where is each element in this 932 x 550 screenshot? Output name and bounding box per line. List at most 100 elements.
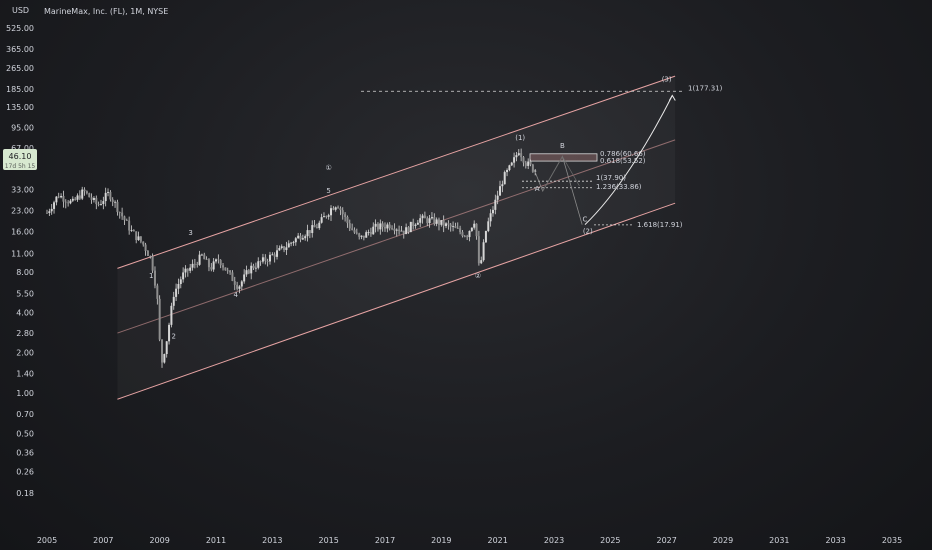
candle-body: [254, 267, 257, 269]
y-tick-label: 5.50: [16, 290, 34, 299]
candle-body: [273, 254, 276, 257]
candle-body: [189, 267, 192, 271]
y-axis[interactable]: 525.00 365.00 265.00 185.00 135.00 95.00 67.00…: [6, 24, 34, 498]
candle-body: [491, 209, 494, 214]
candle-body: [428, 218, 431, 224]
wave-label: 3: [188, 229, 192, 237]
y-tick-label: 365.00: [6, 45, 34, 54]
wave-label: 4: [233, 291, 238, 299]
candle-body: [55, 196, 58, 203]
candle-body: [308, 230, 311, 234]
candle-body: [74, 198, 77, 200]
candle-body: [109, 191, 112, 200]
candle-body: [48, 211, 51, 213]
candle-body: [353, 229, 356, 233]
candle-body: [287, 243, 290, 248]
candle-body: [442, 220, 445, 227]
candle-body: [107, 191, 110, 193]
candle-body: [116, 201, 119, 213]
candle-body: [393, 228, 396, 231]
fib-label: 1(177.31): [688, 84, 723, 92]
x-tick-label: 2021: [487, 536, 507, 545]
x-tick-label: 2017: [375, 536, 395, 545]
candle-body: [257, 261, 260, 268]
candle-body: [315, 227, 318, 229]
abc-alt-path: [542, 155, 580, 192]
x-tick-label: 2029: [713, 536, 733, 545]
candle-body: [407, 227, 410, 233]
y-tick-label: 265.00: [6, 64, 34, 73]
candle-body: [482, 242, 485, 261]
candle-body: [524, 162, 527, 166]
candle-body: [69, 200, 72, 204]
y-tick-label: 0.50: [16, 429, 34, 438]
candle-body: [285, 247, 288, 251]
candle-body: [348, 223, 351, 229]
candle-body: [271, 254, 274, 256]
candle-body: [341, 210, 344, 215]
candle-body: [200, 254, 203, 256]
y-tick-label: 23.00: [11, 206, 34, 215]
candle-body: [463, 235, 466, 237]
candle-body: [320, 217, 323, 223]
x-tick-label: 2027: [656, 536, 676, 545]
x-tick-label: 2005: [37, 536, 57, 545]
x-axis[interactable]: 2005 2007 2009 2011 2013 2015 2017 2019 2021 2023…: [37, 536, 902, 545]
candle-body: [186, 268, 189, 271]
x-tick-label: 2007: [93, 536, 113, 545]
x-tick-label: 2025: [600, 536, 620, 545]
candle-body: [449, 224, 452, 227]
candle-body: [529, 161, 532, 165]
candle-body: [456, 227, 459, 229]
candle-body: [99, 203, 102, 205]
candle-body: [468, 230, 471, 238]
candle-body: [259, 261, 262, 263]
candle-body: [161, 339, 164, 363]
candle-body: [522, 157, 525, 163]
candle-body: [358, 233, 361, 237]
candle-body: [381, 223, 384, 227]
candle-body: [240, 281, 243, 287]
x-tick-label: 2035: [882, 536, 902, 545]
candle-body: [346, 216, 349, 224]
y-tick-label: 0.36: [16, 449, 34, 458]
candle-body: [398, 229, 401, 231]
x-tick-label: 2013: [262, 536, 282, 545]
x-tick-label: 2019: [431, 536, 451, 545]
candle-body: [480, 260, 483, 264]
x-tick-label: 2031: [769, 536, 789, 545]
candle-body: [217, 259, 220, 261]
candle-body: [78, 195, 81, 199]
candle-body: [114, 201, 117, 203]
candle-body: [97, 204, 100, 205]
wave-label: (2): [583, 227, 593, 235]
candle-body: [520, 153, 523, 158]
fib-label: 0.618(53.52): [600, 157, 646, 165]
x-tick-label: 2015: [318, 536, 338, 545]
candle-body: [224, 267, 227, 271]
y-tick-label: 33.00: [11, 185, 34, 194]
candle-body: [311, 225, 314, 234]
candle-body: [322, 216, 325, 218]
wave-label: 5: [326, 187, 330, 195]
candle-body: [238, 286, 241, 289]
candle-body: [527, 161, 530, 166]
y-tick-label: 185.00: [6, 85, 34, 94]
candle-body: [156, 285, 159, 299]
candle-body: [473, 223, 476, 228]
candle-body: [90, 197, 93, 200]
wave-label: A: [535, 185, 540, 193]
candle-body: [250, 265, 253, 274]
candle-body: [179, 279, 182, 285]
candle-body: [175, 288, 178, 297]
candle-body: [261, 257, 264, 262]
y-tick-label: 8.00: [16, 268, 34, 277]
price-badge: 46.10 17d 5h 15: [3, 149, 37, 170]
candle-body: [247, 270, 250, 274]
candle-body: [151, 256, 154, 271]
candle-body: [137, 236, 140, 241]
candle-body: [182, 272, 185, 280]
candle-body: [487, 221, 490, 232]
candle-body: [325, 216, 328, 217]
